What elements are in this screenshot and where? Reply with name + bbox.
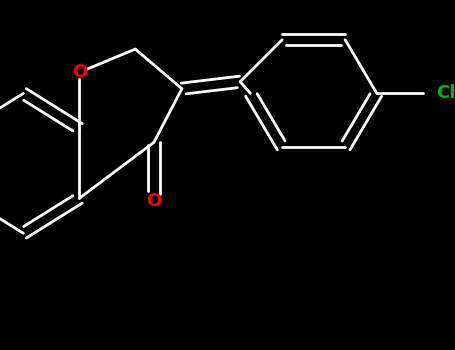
Text: O: O [146, 192, 162, 210]
Text: O: O [71, 63, 87, 82]
Text: Cl: Cl [436, 84, 455, 103]
